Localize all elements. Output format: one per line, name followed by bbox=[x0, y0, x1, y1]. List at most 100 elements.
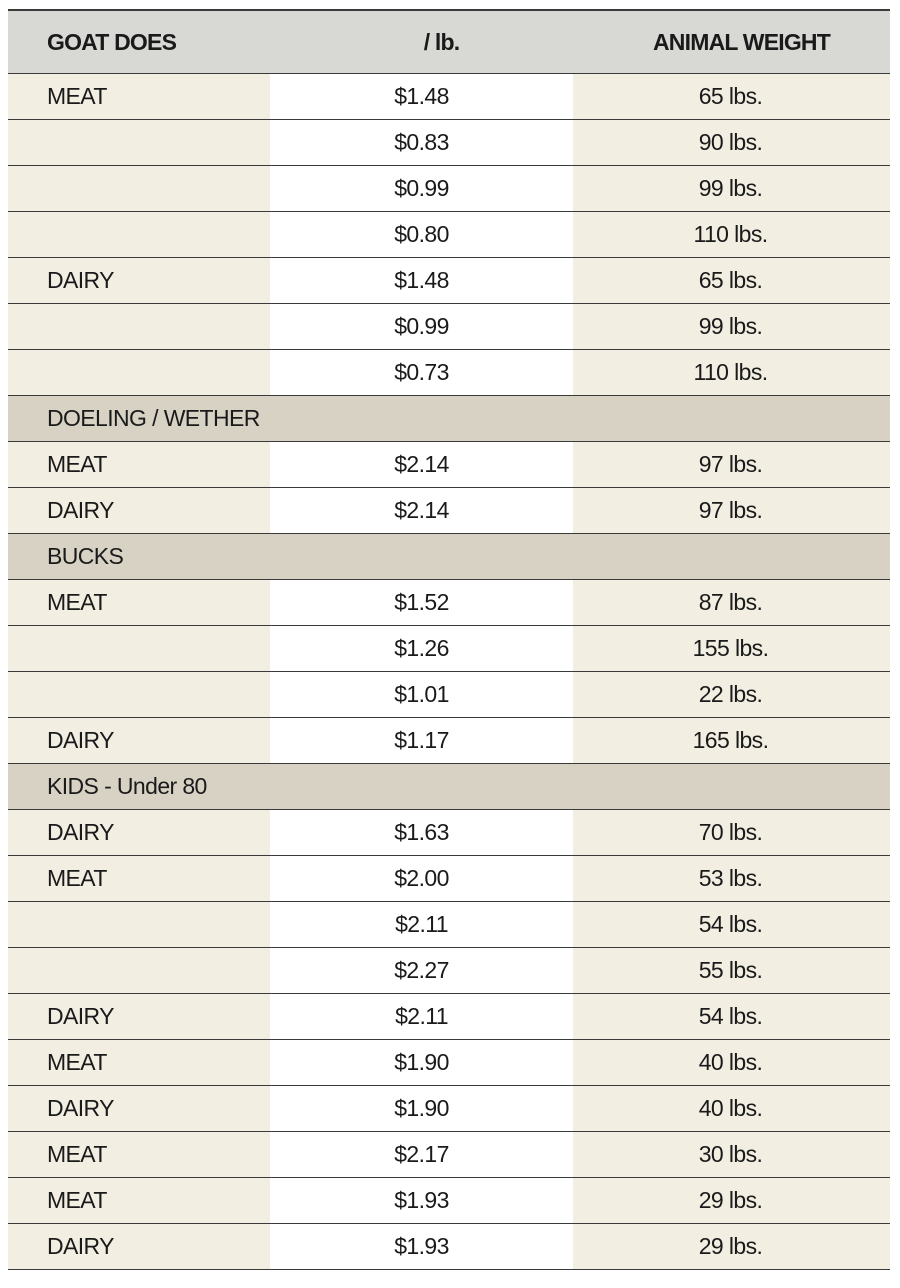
table-row: DAIRY $1.63 70 lbs. bbox=[8, 809, 890, 856]
animal-weight-cell: 165 lbs. bbox=[573, 717, 890, 764]
animal-weight-cell: 30 lbs. bbox=[573, 1131, 890, 1178]
animal-type-cell: DAIRY bbox=[8, 1223, 270, 1270]
animal-weight-cell: 99 lbs. bbox=[573, 165, 890, 212]
animal-weight-cell: 110 lbs. bbox=[573, 349, 890, 396]
animal-type-cell: MEAT bbox=[8, 1039, 270, 1086]
table-row: MEAT $2.14 97 lbs. bbox=[8, 441, 890, 488]
table-row: $0.99 99 lbs. bbox=[8, 303, 890, 350]
animal-type-cell: MEAT bbox=[8, 855, 270, 902]
animal-weight-cell: 54 lbs. bbox=[573, 901, 890, 948]
animal-weight-cell: 70 lbs. bbox=[573, 809, 890, 856]
price-per-lb-cell: $2.17 bbox=[270, 1131, 573, 1178]
animal-weight-cell: 97 lbs. bbox=[573, 441, 890, 488]
price-per-lb-cell: $1.93 bbox=[270, 1177, 573, 1224]
table-body: MEAT $1.48 65 lbs. $0.83 90 lbs. $0.99 99 lbs.… bbox=[8, 73, 890, 1270]
table-row: $1.26 155 lbs. bbox=[8, 625, 890, 672]
animal-weight-cell: 40 lbs. bbox=[573, 1085, 890, 1132]
section-label: DOELING / WETHER bbox=[8, 395, 890, 442]
column-header-goat-does: GOAT DOES bbox=[8, 11, 270, 74]
animal-weight-cell: 55 lbs. bbox=[573, 947, 890, 994]
animal-weight-cell: 110 lbs. bbox=[573, 211, 890, 258]
animal-weight-cell: 99 lbs. bbox=[573, 303, 890, 350]
animal-type-cell: MEAT bbox=[8, 579, 270, 626]
price-per-lb-cell: $2.14 bbox=[270, 441, 573, 488]
table-row: DAIRY $2.14 97 lbs. bbox=[8, 487, 890, 534]
price-per-lb-cell: $2.11 bbox=[270, 993, 573, 1040]
animal-weight-cell: 29 lbs. bbox=[573, 1223, 890, 1270]
table-row: DAIRY $1.17 165 lbs. bbox=[8, 717, 890, 764]
price-per-lb-cell: $1.48 bbox=[270, 73, 573, 120]
animal-type-cell: MEAT bbox=[8, 1131, 270, 1178]
animal-type-cell bbox=[8, 165, 270, 212]
animal-type-cell bbox=[8, 211, 270, 258]
animal-type-cell: MEAT bbox=[8, 1177, 270, 1224]
price-per-lb-cell: $0.80 bbox=[270, 211, 573, 258]
price-per-lb-cell: $1.26 bbox=[270, 625, 573, 672]
animal-weight-cell: 65 lbs. bbox=[573, 257, 890, 304]
table-header-row: GOAT DOES / lb. ANIMAL WEIGHT bbox=[8, 11, 890, 74]
price-per-lb-cell: $1.52 bbox=[270, 579, 573, 626]
table-row: DAIRY $2.11 54 lbs. bbox=[8, 993, 890, 1040]
table-row: $0.73 110 lbs. bbox=[8, 349, 890, 396]
table-row: $0.83 90 lbs. bbox=[8, 119, 890, 166]
table-row: $0.99 99 lbs. bbox=[8, 165, 890, 212]
animal-type-cell bbox=[8, 671, 270, 718]
price-per-lb-cell: $1.48 bbox=[270, 257, 573, 304]
animal-type-cell: DAIRY bbox=[8, 1085, 270, 1132]
section-header-row: KIDS - Under 80 bbox=[8, 763, 890, 810]
price-per-lb-cell: $1.01 bbox=[270, 671, 573, 718]
price-table-container: GOAT DOES / lb. ANIMAL WEIGHT MEAT $1.48 6… bbox=[8, 9, 890, 1270]
animal-type-cell bbox=[8, 303, 270, 350]
section-header-row: BUCKS bbox=[8, 533, 890, 580]
animal-type-cell bbox=[8, 901, 270, 948]
section-label: BUCKS bbox=[8, 533, 890, 580]
price-per-lb-cell: $2.27 bbox=[270, 947, 573, 994]
table-row: $2.11 54 lbs. bbox=[8, 901, 890, 948]
column-header-price-per-lb: / lb. bbox=[270, 11, 573, 74]
animal-weight-cell: 22 lbs. bbox=[573, 671, 890, 718]
animal-weight-cell: 87 lbs. bbox=[573, 579, 890, 626]
table-row: MEAT $2.17 30 lbs. bbox=[8, 1131, 890, 1178]
table-row: MEAT $1.48 65 lbs. bbox=[8, 73, 890, 120]
goat-price-table: GOAT DOES / lb. ANIMAL WEIGHT MEAT $1.48 6… bbox=[8, 11, 890, 1270]
price-per-lb-cell: $2.14 bbox=[270, 487, 573, 534]
table-row: DAIRY $1.48 65 lbs. bbox=[8, 257, 890, 304]
animal-weight-cell: 53 lbs. bbox=[573, 855, 890, 902]
price-per-lb-cell: $0.99 bbox=[270, 303, 573, 350]
animal-type-cell bbox=[8, 625, 270, 672]
animal-type-cell: MEAT bbox=[8, 441, 270, 488]
animal-weight-cell: 155 lbs. bbox=[573, 625, 890, 672]
price-per-lb-cell: $0.83 bbox=[270, 119, 573, 166]
animal-type-cell bbox=[8, 119, 270, 166]
table-row: DAIRY $1.90 40 lbs. bbox=[8, 1085, 890, 1132]
section-label: KIDS - Under 80 bbox=[8, 763, 890, 810]
price-per-lb-cell: $1.17 bbox=[270, 717, 573, 764]
price-per-lb-cell: $0.99 bbox=[270, 165, 573, 212]
price-per-lb-cell: $1.90 bbox=[270, 1039, 573, 1086]
animal-type-cell: DAIRY bbox=[8, 717, 270, 764]
animal-weight-cell: 97 lbs. bbox=[573, 487, 890, 534]
table-row: MEAT $1.93 29 lbs. bbox=[8, 1177, 890, 1224]
animal-type-cell bbox=[8, 349, 270, 396]
price-per-lb-cell: $0.73 bbox=[270, 349, 573, 396]
table-row: MEAT $2.00 53 lbs. bbox=[8, 855, 890, 902]
animal-type-cell: DAIRY bbox=[8, 257, 270, 304]
price-per-lb-cell: $2.00 bbox=[270, 855, 573, 902]
animal-type-cell: DAIRY bbox=[8, 487, 270, 534]
column-header-animal-weight: ANIMAL WEIGHT bbox=[573, 11, 890, 74]
price-per-lb-cell: $1.63 bbox=[270, 809, 573, 856]
animal-type-cell: DAIRY bbox=[8, 809, 270, 856]
animal-type-cell: DAIRY bbox=[8, 993, 270, 1040]
animal-weight-cell: 40 lbs. bbox=[573, 1039, 890, 1086]
table-row: MEAT $1.90 40 lbs. bbox=[8, 1039, 890, 1086]
animal-weight-cell: 90 lbs. bbox=[573, 119, 890, 166]
price-per-lb-cell: $1.93 bbox=[270, 1223, 573, 1270]
table-row: MEAT $1.52 87 lbs. bbox=[8, 579, 890, 626]
section-header-row: DOELING / WETHER bbox=[8, 395, 890, 442]
animal-weight-cell: 65 lbs. bbox=[573, 73, 890, 120]
price-per-lb-cell: $2.11 bbox=[270, 901, 573, 948]
animal-type-cell: MEAT bbox=[8, 73, 270, 120]
animal-weight-cell: 54 lbs. bbox=[573, 993, 890, 1040]
table-row: $1.01 22 lbs. bbox=[8, 671, 890, 718]
animal-type-cell bbox=[8, 947, 270, 994]
